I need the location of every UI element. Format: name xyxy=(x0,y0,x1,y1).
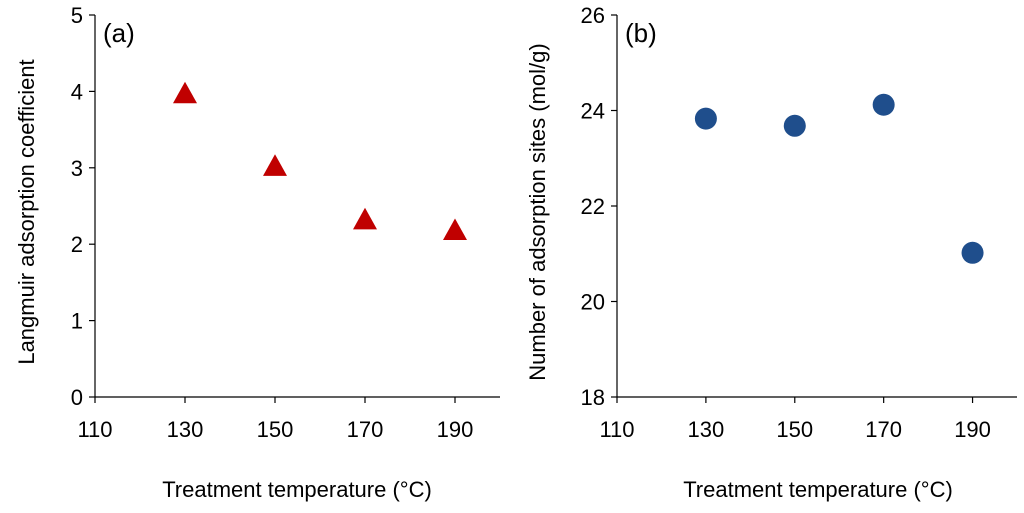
data-point-triangle xyxy=(263,154,287,176)
y-tick-label: 0 xyxy=(71,385,83,410)
data-point-triangle xyxy=(353,207,377,230)
y-tick-label: 3 xyxy=(71,156,83,181)
panel-label: (a) xyxy=(103,18,135,48)
x-tick-label: 110 xyxy=(77,417,112,442)
y-tick-label: 18 xyxy=(581,385,605,410)
x-tick-label: 150 xyxy=(776,417,813,442)
panel-label: (b) xyxy=(625,18,657,48)
x-tick-label: 110 xyxy=(599,417,634,442)
x-tick-label: 150 xyxy=(257,417,294,442)
y-tick-label: 24 xyxy=(581,99,605,124)
x-tick-label: 130 xyxy=(167,417,204,442)
x-tick-label: 170 xyxy=(865,417,902,442)
data-point-triangle xyxy=(443,218,467,241)
y-axis-label: Number of adsorption sites (mol/g) xyxy=(525,43,550,380)
data-point-circle xyxy=(961,241,984,264)
y-tick-label: 26 xyxy=(581,3,605,28)
x-axis-label: Treatment temperature (°C) xyxy=(683,477,953,502)
data-point-circle xyxy=(783,114,806,137)
x-tick-label: 130 xyxy=(688,417,725,442)
data-point-circle xyxy=(872,93,895,116)
x-axis-label: Treatment temperature (°C) xyxy=(162,477,432,502)
y-tick-label: 5 xyxy=(71,3,83,28)
x-tick-label: 190 xyxy=(954,417,991,442)
y-tick-label: 1 xyxy=(71,309,83,334)
y-tick-label: 22 xyxy=(581,194,605,219)
data-point-circle xyxy=(694,107,717,130)
x-tick-label: 190 xyxy=(437,417,474,442)
y-tick-label: 2 xyxy=(71,232,83,257)
data-point-triangle xyxy=(173,81,197,104)
panel-a: 0 1 2 3 4 5 110 130 150 170 190 (a) Treatment temper… xyxy=(14,3,500,502)
panel-b: 18 20 22 24 26 110 130 150 170 190 (b) Treatment te… xyxy=(525,3,1017,502)
y-tick-label: 4 xyxy=(71,79,83,104)
x-tick-label: 170 xyxy=(347,417,384,442)
y-tick-label: 20 xyxy=(581,290,605,315)
y-axis-label: Langmuir adsorption coefficient xyxy=(14,59,39,364)
